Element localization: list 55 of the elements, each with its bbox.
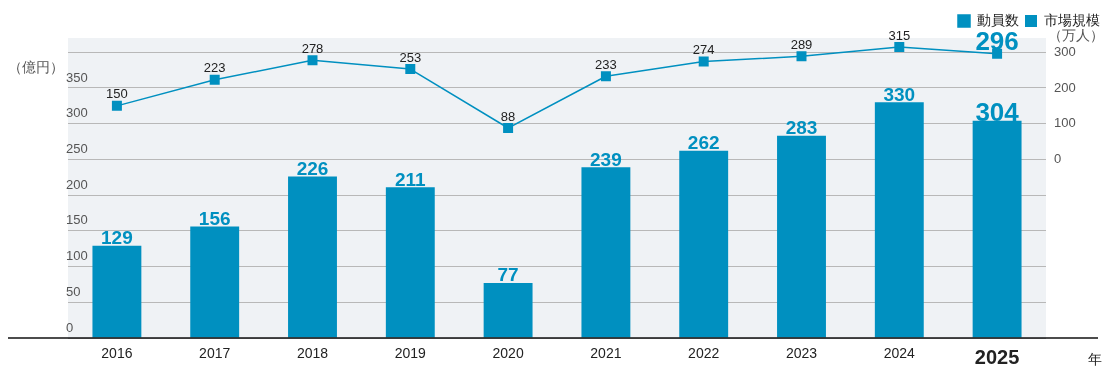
data-label: 262 bbox=[687, 132, 720, 154]
data-label: 77 bbox=[497, 264, 519, 286]
x-tick-label: 2016 bbox=[101, 345, 133, 362]
data-label: 150 bbox=[106, 86, 128, 102]
y-tick-label: 350 bbox=[66, 69, 88, 85]
x-tick-label: 2018 bbox=[296, 345, 329, 362]
legend-label: 動員数 bbox=[977, 11, 1019, 28]
data-label: 278 bbox=[301, 40, 324, 56]
y2-tick-label: 200 bbox=[1054, 79, 1076, 95]
point bbox=[796, 51, 807, 62]
point bbox=[698, 56, 709, 67]
x-tick-label: 2025 bbox=[974, 345, 1020, 368]
point bbox=[307, 55, 318, 66]
x-tick-label: 2020 bbox=[492, 345, 524, 362]
data-label: 315 bbox=[888, 27, 911, 43]
data-label: 239 bbox=[590, 148, 622, 170]
point bbox=[894, 41, 905, 52]
x-tick-label: 2021 bbox=[590, 345, 622, 362]
data-label: 253 bbox=[399, 49, 422, 65]
point bbox=[600, 71, 611, 82]
x-tick-label: 2024 bbox=[883, 345, 916, 362]
data-label: 283 bbox=[785, 117, 818, 139]
point bbox=[209, 74, 220, 85]
x-tick-label: 2017 bbox=[199, 345, 231, 362]
y-tick-label: 150 bbox=[66, 212, 88, 228]
y2-axis-title: （万人） bbox=[1048, 27, 1104, 44]
y-tick-label: 200 bbox=[66, 176, 88, 192]
y2-tick-label: 100 bbox=[1054, 115, 1076, 131]
x-axis-title: 年 bbox=[1088, 350, 1102, 367]
point bbox=[111, 100, 122, 111]
point bbox=[405, 64, 416, 75]
y2-tick-label: 0 bbox=[1054, 151, 1062, 167]
legend-label: 市場規模 bbox=[1044, 11, 1100, 28]
data-label: 129 bbox=[101, 227, 133, 249]
y-tick-label: 300 bbox=[66, 105, 88, 121]
y-tick-label: 100 bbox=[66, 248, 88, 264]
y-tick-label: 250 bbox=[66, 141, 88, 157]
data-label: 274 bbox=[692, 42, 715, 58]
x-tick-label: 2019 bbox=[394, 345, 427, 362]
data-label: 156 bbox=[198, 207, 231, 229]
x-tick-label: 2022 bbox=[688, 345, 720, 362]
y-tick-label: 50 bbox=[66, 283, 81, 299]
data-label: 223 bbox=[203, 60, 226, 76]
data-label: 289 bbox=[790, 36, 813, 52]
y-tick-label: 0 bbox=[66, 319, 74, 335]
data-label: 211 bbox=[394, 168, 427, 190]
data-label: 88 bbox=[500, 108, 516, 124]
data-label: 226 bbox=[296, 157, 329, 179]
point bbox=[503, 123, 514, 133]
y-axis-title: （億円） bbox=[8, 59, 64, 76]
x-tick-label: 2023 bbox=[785, 345, 818, 362]
data-label: 233 bbox=[595, 56, 617, 72]
data-label: 330 bbox=[883, 83, 916, 105]
y2-tick-label: 300 bbox=[1054, 43, 1076, 59]
data-label: 304 bbox=[975, 97, 1020, 128]
